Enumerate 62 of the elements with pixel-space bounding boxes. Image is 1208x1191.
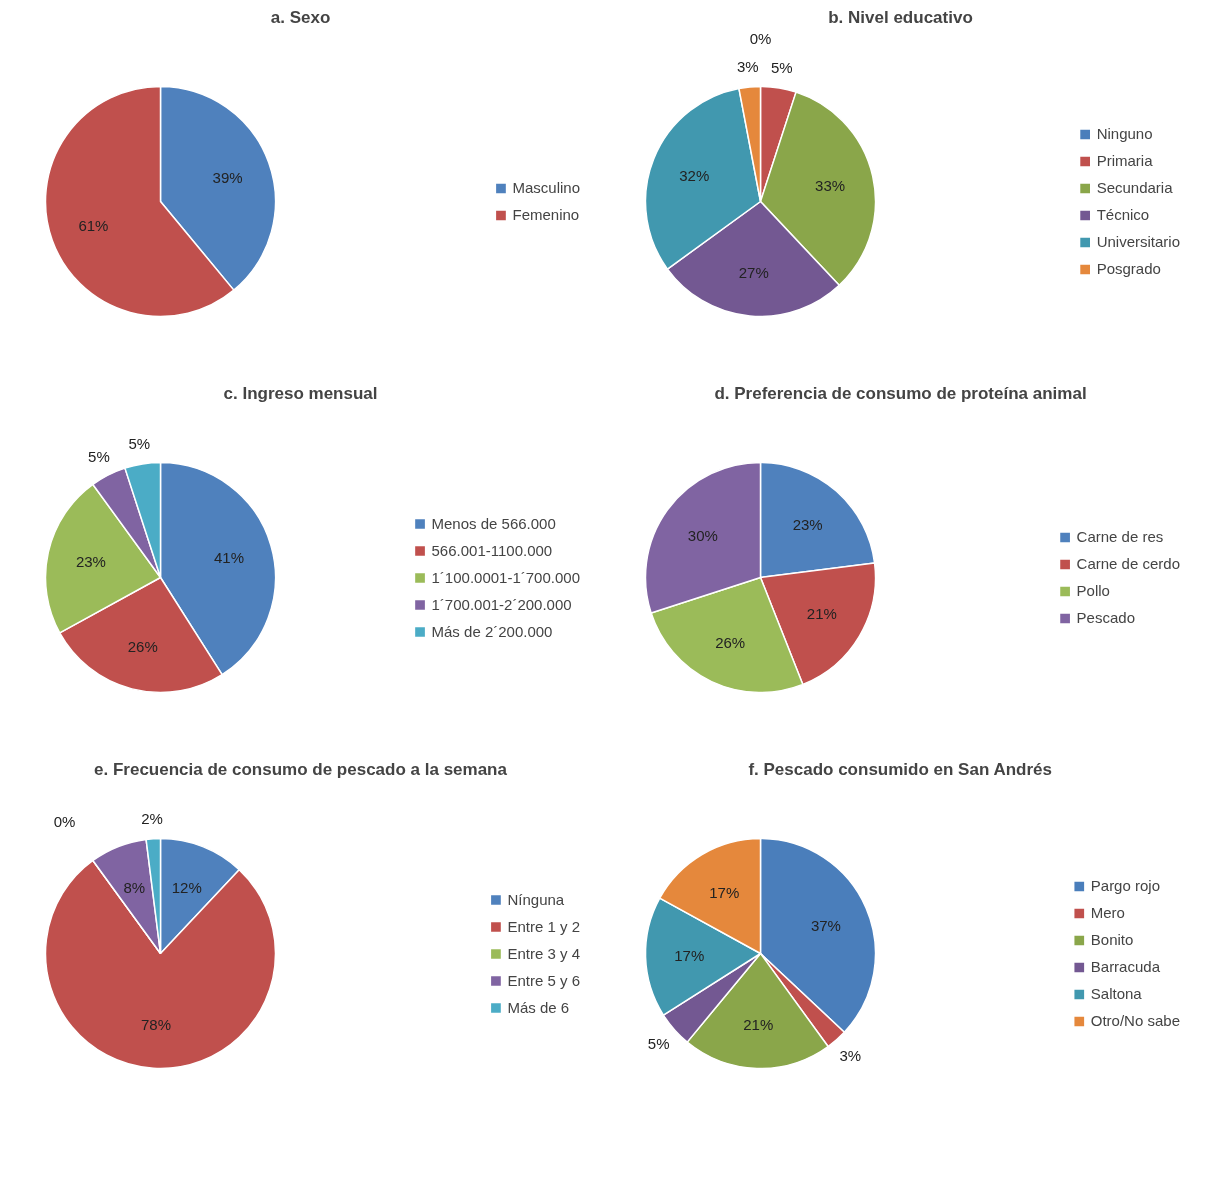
- legend-label: Menos de 566.000: [431, 514, 556, 532]
- legend-label: Secundaria: [1096, 179, 1173, 196]
- data-label: 23%: [792, 515, 823, 533]
- data-label: 21%: [806, 605, 837, 623]
- data-label: 33%: [815, 177, 846, 195]
- legend-label: Entre 1 y 2: [507, 917, 580, 935]
- data-label: 5%: [647, 1034, 670, 1052]
- legend-label: Nínguna: [507, 890, 565, 908]
- legend-label: Universitario: [1096, 233, 1180, 250]
- legend-label: Masculino: [512, 179, 580, 196]
- data-label: 41%: [213, 549, 244, 567]
- legend-label: Otro/No sabe: [1090, 1012, 1180, 1029]
- legend-label: Mero: [1090, 904, 1125, 921]
- legend-label: Entre 5 y 6: [507, 971, 580, 989]
- legend-label: Pescado: [1076, 609, 1135, 626]
- legend-label: Entre 3 y 4: [507, 944, 580, 962]
- text: 0%: [749, 29, 772, 47]
- chart-title: d. Preferencia de consumo de proteína animal: [714, 383, 1087, 403]
- chart-title: e. Frecuencia de consumo de pescado a la semana: [94, 759, 508, 779]
- data-label: 32%: [679, 166, 710, 184]
- legend-label: 1´100.0001-1´700.000: [431, 568, 580, 586]
- data-label: 26%: [715, 633, 746, 651]
- chart-title: a. Sexo: [270, 7, 331, 27]
- chart-title: c. Ingreso mensual: [223, 383, 378, 403]
- data-label: 37%: [810, 916, 841, 934]
- legend-label: Pollo: [1076, 582, 1110, 599]
- legend-label: Barracuda: [1090, 958, 1160, 975]
- data-label: 5%: [770, 58, 793, 76]
- legend-label: 566.001-1100.000: [431, 541, 553, 559]
- chart-title: f. Pescado consumido en San Andrés: [748, 759, 1052, 779]
- data-label: 5%: [88, 448, 110, 466]
- legend-label: Bonito: [1090, 931, 1134, 948]
- data-label: 27%: [738, 263, 769, 281]
- data-label: 78%: [141, 1016, 172, 1034]
- legend-label: 1´700.001-2´200.000: [431, 595, 572, 613]
- legend-label: Femenino: [512, 206, 580, 223]
- data-label: 30%: [687, 527, 718, 545]
- data-label: 61%: [78, 217, 109, 235]
- legend-label: Carne de cerdo: [1076, 555, 1180, 572]
- legend-label: Pargo rojo: [1090, 877, 1160, 894]
- legend-label: Carne de res: [1076, 528, 1164, 545]
- data-label: 3%: [839, 1046, 862, 1064]
- legend-label: Posgrado: [1096, 260, 1161, 277]
- data-label: 3%: [736, 57, 759, 75]
- legend-label: Primaria: [1096, 152, 1153, 169]
- legend-label: Técnico: [1096, 206, 1150, 223]
- data-label: 17%: [674, 947, 705, 965]
- legend-label: Más de 2´200.000: [431, 622, 553, 640]
- legend-label: Ninguno: [1096, 125, 1153, 142]
- data-label: 21%: [743, 1016, 774, 1034]
- text: 0%: [53, 812, 76, 830]
- data-label: 23%: [75, 553, 106, 571]
- legend-label: Más de 6: [507, 998, 570, 1016]
- data-label: 39%: [212, 168, 243, 186]
- data-label: 26%: [127, 638, 158, 656]
- data-label: 2%: [141, 809, 163, 827]
- legend-label: Saltona: [1090, 985, 1142, 1002]
- data-label: 12%: [171, 878, 202, 896]
- data-label: 17%: [709, 883, 740, 901]
- chart-title: b. Nivel educativo: [828, 7, 973, 27]
- data-label: 5%: [128, 434, 151, 452]
- data-label: 8%: [123, 878, 146, 896]
